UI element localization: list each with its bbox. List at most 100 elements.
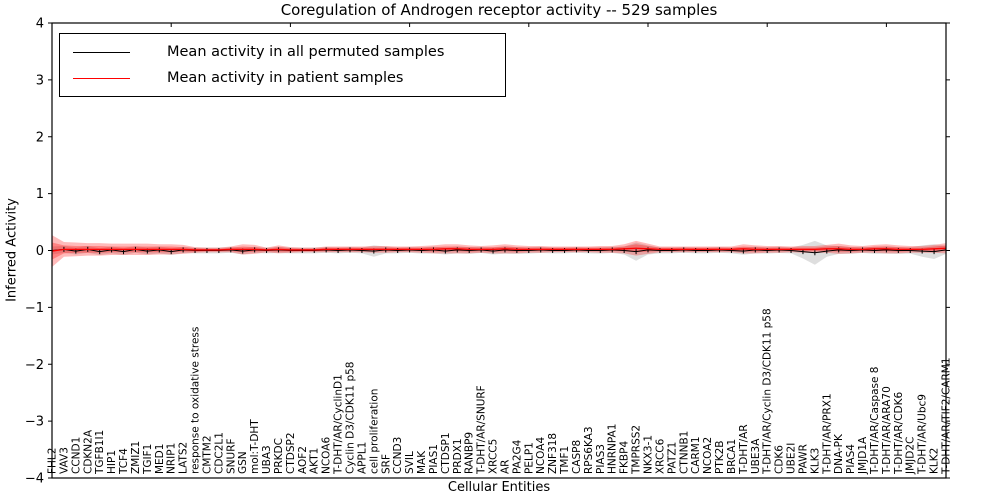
legend-label-permuted: Mean activity in all permuted samples bbox=[167, 44, 445, 60]
x-tick-label: T-DHT/AR/Cyclin D3/CDK11 p58 bbox=[762, 308, 774, 475]
x-tick-label: PRDX1 bbox=[452, 438, 464, 474]
legend-line-black-icon bbox=[73, 51, 130, 53]
y-tick-label: 0 bbox=[36, 244, 44, 259]
x-tick-label: HNRNPA1 bbox=[607, 424, 619, 474]
band-permuted bbox=[52, 240, 946, 265]
y-tick-label: −3 bbox=[25, 415, 44, 430]
x-tick-label: PELP1 bbox=[523, 442, 535, 474]
legend-entry-permuted: Mean activity in all permuted samples bbox=[73, 44, 505, 60]
x-tick-label: T-DHT/AR/CDK6 bbox=[893, 392, 905, 475]
x-tick-label: PA2G4 bbox=[511, 439, 523, 474]
x-tick-label: FHL2 bbox=[47, 448, 59, 474]
legend-line-red-icon bbox=[73, 77, 130, 79]
x-tick-label: NKX3-1 bbox=[643, 435, 655, 474]
y-tick-label: −1 bbox=[25, 301, 44, 316]
x-tick-label: SNURF bbox=[225, 438, 237, 474]
chart-title: Coregulation of Androgen receptor activi… bbox=[280, 1, 718, 19]
x-tick-label: ZNF318 bbox=[547, 433, 559, 474]
x-tick-label: VAV3 bbox=[58, 447, 70, 474]
y-tick-label: 3 bbox=[36, 73, 44, 88]
y-tick-label: −2 bbox=[25, 358, 44, 373]
x-tick-label: NCOA2 bbox=[702, 437, 714, 474]
x-tick-label: SVIL bbox=[404, 451, 416, 474]
x-tick-label: TMPRSS2 bbox=[631, 425, 643, 475]
legend-entry-patient: Mean activity in patient samples bbox=[73, 70, 505, 86]
y-tick-label: −4 bbox=[25, 472, 44, 487]
x-tick-label: LATS2 bbox=[178, 442, 190, 474]
x-tick-label: CCND3 bbox=[392, 437, 404, 474]
x-tick-label: JMJD1A bbox=[857, 436, 869, 475]
x-tick-label: XRCC6 bbox=[654, 438, 666, 474]
x-tick-label: TGFB1I1 bbox=[94, 430, 106, 475]
x-tick-label: CARM1 bbox=[690, 436, 702, 474]
x-tick-label: Cyclin D3/CDK11 p58 bbox=[345, 362, 357, 474]
x-tick-label: HIP1 bbox=[106, 450, 118, 474]
x-tick-label: cell proliferation bbox=[368, 389, 380, 474]
mean-line-patient bbox=[51, 247, 947, 252]
x-tick-label: CMTM2 bbox=[201, 435, 213, 474]
x-tick-label: NCOA4 bbox=[535, 437, 547, 474]
x-tick-label: RANBP9 bbox=[464, 432, 476, 474]
legend-label-patient: Mean activity in patient samples bbox=[167, 70, 404, 86]
x-tick-label: DNA-PK bbox=[833, 433, 845, 474]
x-tick-label: TCF4 bbox=[118, 448, 130, 475]
x-tick-label: MAK bbox=[416, 450, 428, 474]
x-tick-label: T-DHT/AR/Caspase 8 bbox=[869, 367, 881, 475]
x-tick-label: PIAS3 bbox=[595, 444, 607, 474]
band-patient-outer bbox=[52, 235, 946, 267]
x-tick-label: T-DHT/AR/ARA70 bbox=[881, 386, 893, 475]
x-tick-label: ZMIZ1 bbox=[130, 441, 142, 474]
x-tick-label: CTNNB1 bbox=[678, 431, 690, 474]
x-tick-label: FKBP4 bbox=[619, 441, 631, 474]
x-tick-label: CDKN2A bbox=[82, 429, 94, 474]
x-tick-label: T-DHT/AR/TIF2/CARM1 bbox=[941, 357, 953, 475]
x-tick-label: APPL1 bbox=[356, 442, 368, 474]
y-tick-label: 1 bbox=[36, 187, 44, 202]
x-tick-label: NRIP1 bbox=[166, 443, 178, 474]
x-tick-label: T-DHT/AR/Ubc9 bbox=[917, 394, 929, 475]
x-tick-label: AR bbox=[499, 460, 511, 474]
x-tick-label: XRCC5 bbox=[488, 439, 500, 474]
x-tick-label: AOF2 bbox=[297, 446, 309, 474]
x-tick-label: T-DHT/AR/PRX1 bbox=[821, 393, 833, 475]
x-tick-label: CASP8 bbox=[571, 440, 583, 474]
x-tick-label: mol:T-DHT bbox=[249, 419, 261, 474]
x-tick-label: KLK2 bbox=[929, 448, 941, 474]
x-tick-label: UBA3 bbox=[261, 445, 273, 474]
x-tick-label: GSN bbox=[237, 451, 249, 474]
x-tick-label: T-DHT/AR/SNURF bbox=[476, 385, 488, 475]
x-tick-label: PIAS4 bbox=[845, 444, 857, 474]
x-tick-label: JMJD2C bbox=[905, 437, 917, 475]
x-tick-label: AKT1 bbox=[309, 448, 321, 474]
band-patient-inner bbox=[52, 242, 946, 260]
x-tick-label: KLK3 bbox=[809, 448, 821, 474]
x-tick-label: PATZ1 bbox=[666, 442, 678, 474]
x-tick-label: MED1 bbox=[154, 444, 166, 474]
x-axis-label: Cellular Entities bbox=[447, 480, 551, 495]
x-tick-label: RPS6KA3 bbox=[583, 426, 595, 474]
y-tick-label: 4 bbox=[36, 17, 44, 32]
x-tick-label: UBE3A bbox=[750, 438, 762, 474]
x-tick-label: TGIF1 bbox=[142, 444, 154, 475]
x-tick-label: T-DHT/AR/CyclinD1 bbox=[333, 374, 345, 475]
x-tick-label: TMF1 bbox=[559, 446, 571, 475]
x-tick-label: PIAS1 bbox=[428, 444, 440, 474]
x-tick-label: PTK2B bbox=[714, 440, 726, 474]
x-tick-label: NCOA6 bbox=[321, 437, 333, 474]
x-tick-label: CDK6 bbox=[774, 445, 786, 474]
legend: Mean activity in all permuted samples Me… bbox=[59, 33, 506, 97]
x-tick-label: CTDSP2 bbox=[285, 432, 297, 474]
x-tick-label: PAWR bbox=[797, 444, 809, 474]
x-tick-label: SRF bbox=[380, 454, 392, 474]
x-tick-label: T-DHT/AR bbox=[738, 424, 750, 475]
x-tick-label: response to oxidative stress bbox=[190, 327, 202, 474]
x-tick-label: UBE2I bbox=[786, 443, 798, 474]
x-tick-label: CDC2L1 bbox=[213, 432, 225, 474]
y-tick-label: 2 bbox=[36, 130, 44, 145]
x-tick-label: CTDSP1 bbox=[440, 432, 452, 474]
x-tick-label: CCND1 bbox=[70, 437, 82, 474]
x-tick-label: BRCA1 bbox=[726, 439, 738, 474]
x-tick-label: PRKDC bbox=[273, 438, 285, 474]
